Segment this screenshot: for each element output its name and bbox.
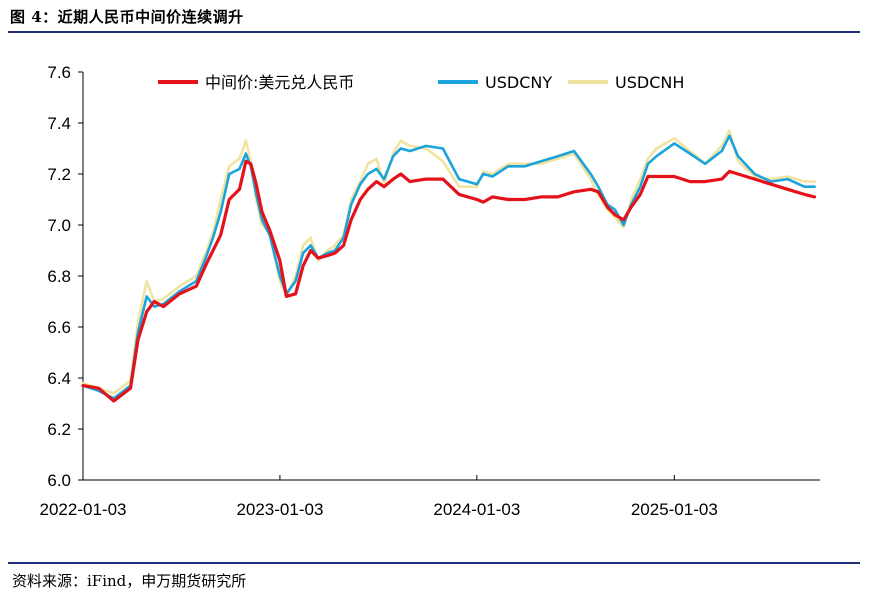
y-axis: 6.0 6.2 6.4 6.6 6.8 7.0 7.2 7.4 7.6: [47, 63, 84, 490]
x-tick-label: 2025-01-03: [631, 500, 718, 519]
source-note: 资料来源：iFind，申万期货研究所: [12, 572, 247, 590]
legend-item-usdcny: USDCNY: [438, 73, 552, 92]
series-line-usdcnh: [81, 129, 816, 395]
line-chart: 6.06.26.46.66.87.07.27.47.6 2022-01-03 20…: [40, 63, 820, 519]
legend-label: USDCNH: [615, 73, 684, 92]
legend-item-mid-rate: 中间价:美元兑人民币: [158, 73, 354, 92]
series-layer: [81, 129, 817, 403]
legend-label: 中间价:美元兑人民币: [205, 73, 354, 92]
legend-label: USDCNY: [485, 73, 552, 92]
series-line-usdcny: [81, 134, 816, 400]
y-tick-label: 6.6: [47, 318, 71, 337]
bottom-divider: [8, 562, 860, 564]
legend: 中间价:美元兑人民币 USDCNY USDCNH: [158, 73, 684, 92]
figure-title: 图 4：近期人民币中间价连续调升: [10, 8, 244, 26]
y-tick-label: 7.0: [47, 216, 71, 235]
x-tick-label: 2024-01-03: [433, 500, 520, 519]
y-tick-label: 7.4: [47, 114, 71, 133]
top-divider: [8, 31, 860, 33]
x-tick-label: 2022-01-03: [40, 500, 127, 519]
y-tick-label: 7.2: [47, 165, 71, 184]
x-axis: 2022-01-03 2023-01-03 2024-01-03 2025-01-03: [40, 475, 820, 519]
series-line-mid-rate: [81, 159, 817, 403]
x-tick-label: 2023-01-03: [236, 500, 323, 519]
y-tick-label: 6.0: [47, 471, 71, 490]
y-tick-label: 7.6: [47, 63, 71, 82]
legend-item-usdcnh: USDCNH: [568, 73, 684, 92]
y-tick-label: 6.4: [47, 369, 71, 388]
y-tick-label: 6.2: [47, 420, 71, 439]
y-tick-label: 6.8: [47, 267, 71, 286]
